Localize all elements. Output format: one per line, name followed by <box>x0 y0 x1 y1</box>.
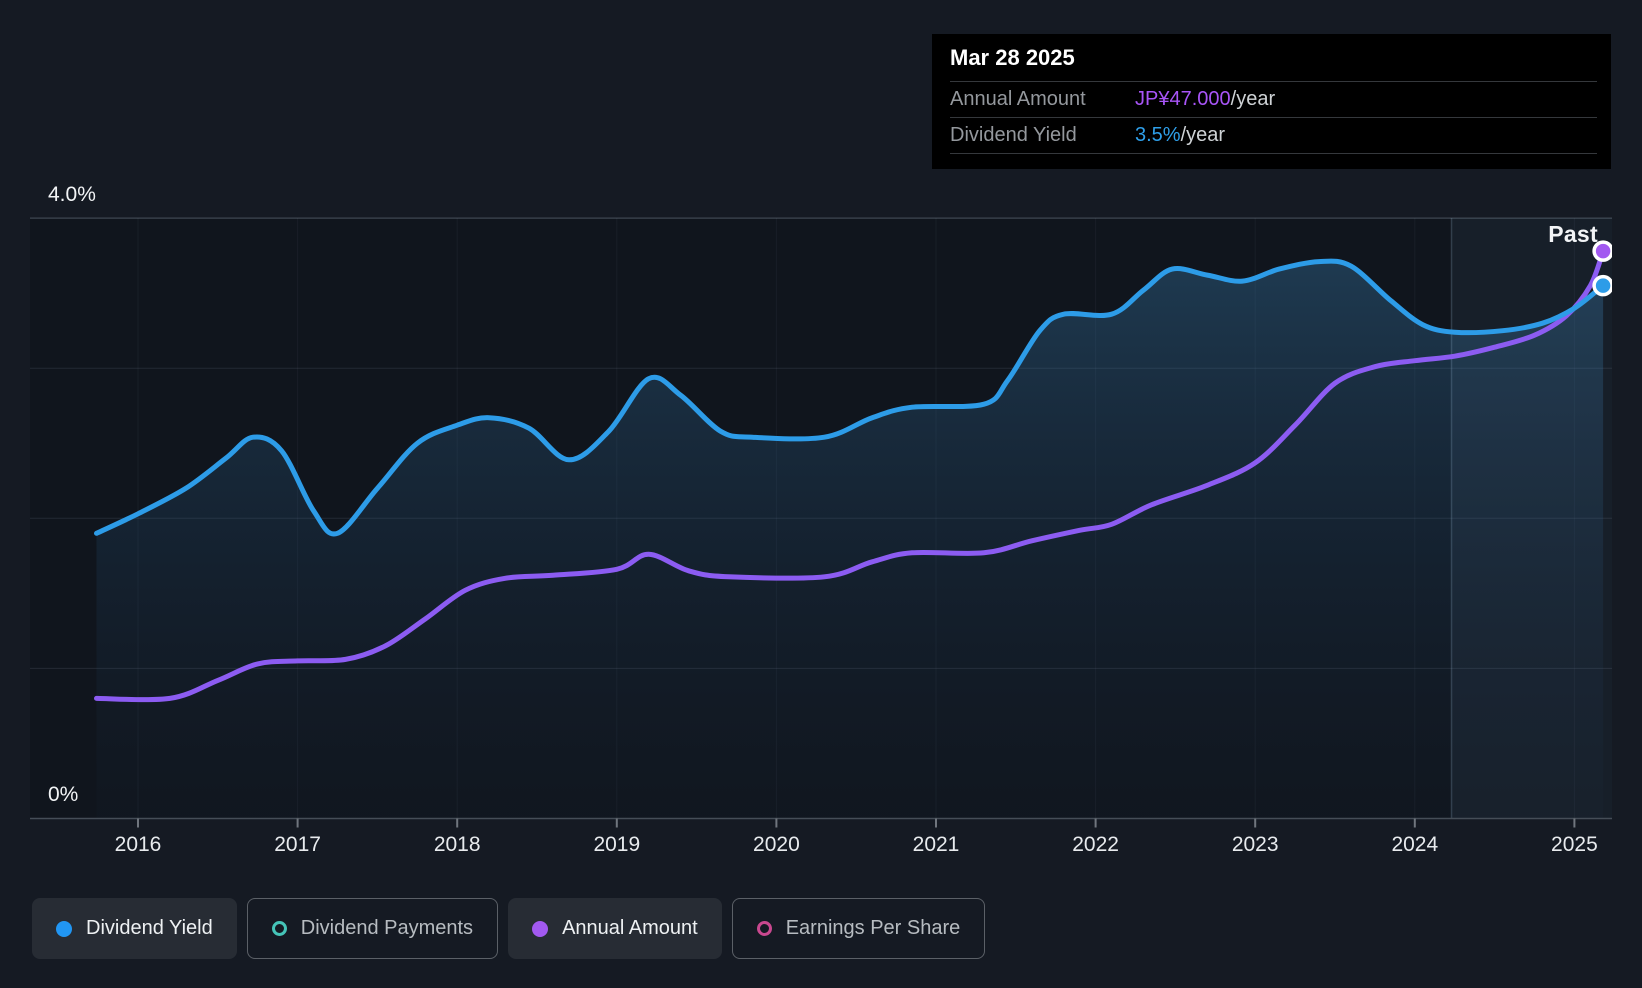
dividend-yield-endpoint-dot <box>1592 274 1614 297</box>
highlight-band <box>1451 218 1612 819</box>
legend-label: Dividend Yield <box>86 917 213 939</box>
x-axis-label-2024: 2024 <box>1391 833 1439 856</box>
x-axis-label-2021: 2021 <box>912 833 960 856</box>
legend-toggle-dividend-yield[interactable]: Dividend Yield <box>32 898 237 959</box>
annual-amount-line <box>94 248 1606 703</box>
dividend-payments-ring-icon <box>271 921 287 936</box>
tooltip-label: Dividend Yield <box>950 124 1077 146</box>
past-region-label: Past <box>1548 221 1598 247</box>
legend-toggle-annual-amount[interactable]: Annual Amount <box>508 898 722 959</box>
tooltip: Mar 28 2025 Annual Amount JP¥47.000/year… <box>932 34 1611 169</box>
legend-label: Dividend Payments <box>300 917 474 939</box>
tooltip-row-annual-amount: Annual Amount JP¥47.000/year <box>950 82 1597 118</box>
tooltip-date: Mar 28 2025 <box>950 34 1597 82</box>
earnings-per-share-ring-icon <box>756 921 772 936</box>
y-axis-label-bottom: 0% <box>48 783 79 806</box>
legend-toggle-earnings-per-share[interactable]: Earnings Per Share <box>731 898 986 959</box>
legend-toggle-dividend-payments[interactable]: Dividend Payments <box>246 898 499 959</box>
x-axis-label-2018: 2018 <box>433 833 481 856</box>
dividend-yield-dot-icon <box>56 920 72 937</box>
dividend-yield-area <box>96 261 1604 819</box>
tooltip-value-dividend-yield: 3.5%/year <box>1135 124 1226 146</box>
x-axis-label-2019: 2019 <box>593 833 641 856</box>
tooltip-value-annual-amount: JP¥47.000/year <box>1135 88 1276 110</box>
chart-legend: Dividend Yield Dividend Payments Annual … <box>32 898 986 959</box>
dividend-yield-line <box>94 258 1606 537</box>
x-axis-label-2020: 2020 <box>753 833 800 856</box>
tooltip-row-dividend-yield: Dividend Yield 3.5%/year <box>950 118 1597 154</box>
tooltip-label: Annual Amount <box>950 88 1086 110</box>
annual-amount-dot-icon <box>532 920 549 937</box>
x-axis-label-2016: 2016 <box>114 833 162 856</box>
x-axis-label-2022: 2022 <box>1072 833 1119 856</box>
legend-label: Earnings Per Share <box>785 917 961 939</box>
right-margin-cover <box>1612 0 1642 988</box>
x-axis-label-2017: 2017 <box>274 833 321 856</box>
x-axis-label-2023: 2023 <box>1231 833 1279 856</box>
legend-label: Annual Amount <box>562 917 698 939</box>
x-axis-label-2025: 2025 <box>1551 833 1598 856</box>
y-axis-label-top: 4.0% <box>48 183 96 206</box>
